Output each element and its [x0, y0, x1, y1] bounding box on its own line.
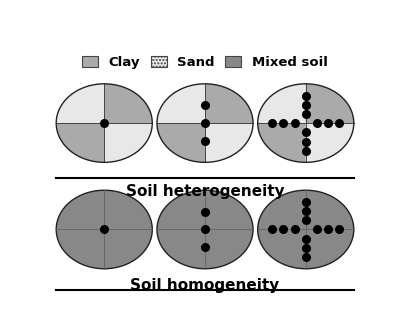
Wedge shape: [306, 84, 354, 123]
Wedge shape: [258, 123, 306, 162]
Circle shape: [258, 190, 354, 269]
Text: Soil heterogeneity: Soil heterogeneity: [126, 184, 284, 199]
Wedge shape: [56, 84, 104, 123]
Circle shape: [157, 190, 253, 269]
Wedge shape: [306, 123, 354, 162]
Wedge shape: [258, 84, 306, 123]
Wedge shape: [157, 123, 205, 162]
Wedge shape: [104, 123, 152, 162]
Wedge shape: [104, 84, 152, 123]
Circle shape: [56, 190, 152, 269]
Wedge shape: [205, 84, 253, 123]
Wedge shape: [157, 84, 205, 123]
Wedge shape: [56, 123, 104, 162]
Legend: Clay, Sand, Mixed soil: Clay, Sand, Mixed soil: [77, 51, 333, 75]
Wedge shape: [205, 123, 253, 162]
Text: Soil homogeneity: Soil homogeneity: [130, 278, 280, 293]
